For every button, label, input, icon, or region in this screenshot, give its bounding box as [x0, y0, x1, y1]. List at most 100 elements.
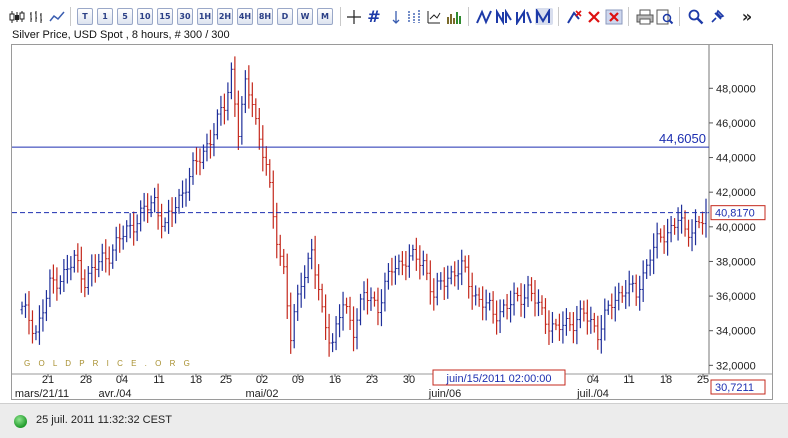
- fan-icon[interactable]: [495, 8, 513, 25]
- price-bar: [449, 265, 453, 285]
- crosshair-date-label: juin/15/2011 02:00:00: [446, 373, 552, 385]
- chart-toolbar: T 1 5 10 15 30 1H 2H 4H 8H D W M #: [0, 0, 788, 30]
- price-bar: [666, 218, 670, 256]
- price-bar: [121, 225, 125, 250]
- zoom-icon[interactable]: [687, 8, 705, 25]
- delete-all-icon[interactable]: [605, 8, 623, 25]
- price-bar: [177, 188, 181, 214]
- timeframe-button-4h[interactable]: 4H: [237, 8, 253, 25]
- time-tick-label: 25: [220, 374, 232, 386]
- price-bar: [526, 275, 530, 308]
- price-bar: [519, 283, 523, 317]
- price-bar: [400, 251, 404, 276]
- price-bar: [219, 95, 223, 126]
- bar-chart-icon[interactable]: [28, 8, 46, 25]
- price-bar: [411, 244, 415, 261]
- volume-bars-icon[interactable]: [445, 8, 463, 25]
- timeframe-button-1h[interactable]: 1H: [197, 8, 213, 25]
- price-bar: [27, 291, 31, 335]
- delete-icon[interactable]: [585, 8, 603, 25]
- price-bar: [268, 159, 272, 188]
- fibonacci-icon[interactable]: [515, 8, 533, 25]
- price-bar: [142, 192, 146, 222]
- price-bar: [687, 219, 691, 247]
- price-bars: [20, 56, 708, 357]
- chart-panel[interactable]: 48,0000 46,0000 44,0000 42,0000 40,0000 38,00…: [11, 44, 773, 400]
- price-bar: [355, 308, 359, 350]
- price-bar: [359, 293, 363, 326]
- price-bar: [114, 226, 118, 261]
- print-preview-icon[interactable]: [656, 8, 674, 25]
- price-bar: [414, 237, 418, 271]
- price-bar: [362, 281, 366, 311]
- timeframe-button-5[interactable]: 5: [117, 8, 133, 25]
- price-bar: [582, 300, 586, 322]
- price-bar: [170, 197, 174, 227]
- indicator-icon[interactable]: [387, 8, 405, 25]
- price-chart[interactable]: 48,0000 46,0000 44,0000 42,0000 40,0000 38,00…: [12, 45, 772, 400]
- price-bar: [575, 305, 579, 345]
- price-bar: [655, 222, 659, 259]
- horizontal-level-label: 44,6050: [659, 131, 706, 146]
- price-bar: [523, 284, 527, 319]
- price-bar: [62, 259, 66, 293]
- price-bar: [188, 167, 192, 201]
- line-chart-icon[interactable]: [48, 8, 66, 25]
- pattern-icon[interactable]: [535, 8, 553, 25]
- price-bar: [271, 170, 275, 229]
- draw-line-icon[interactable]: [565, 8, 583, 25]
- price-bar: [460, 249, 464, 286]
- time-month-label: mai/02: [245, 388, 278, 399]
- price-bar: [390, 257, 394, 286]
- price-bar: [306, 252, 310, 284]
- grid-icon[interactable]: #: [367, 7, 381, 26]
- timeframe-button-d[interactable]: D: [277, 8, 293, 25]
- crosshair-icon[interactable]: [345, 8, 363, 25]
- chart-grid: 48,0000 46,0000 44,0000 42,0000 40,0000 38,00…: [12, 45, 772, 400]
- pin-icon[interactable]: [708, 8, 726, 25]
- timeframe-button-1[interactable]: 1: [97, 8, 113, 25]
- timeframe-button-30[interactable]: 30: [177, 8, 193, 25]
- price-bar: [498, 299, 502, 334]
- price-bar: [233, 56, 237, 117]
- status-timestamp: 25 juil. 2011 11:32:32 CEST: [36, 414, 172, 426]
- time-tick-label: 25: [697, 374, 709, 386]
- price-bar: [226, 82, 230, 121]
- volume-icon[interactable]: [405, 8, 423, 25]
- timeframe-button-w[interactable]: W: [297, 8, 313, 25]
- timeframe-button-10[interactable]: 10: [137, 8, 153, 25]
- price-bar: [540, 295, 544, 316]
- price-bar: [299, 272, 303, 308]
- price-bar: [564, 308, 568, 336]
- time-tick-label: 04: [587, 374, 599, 386]
- print-icon[interactable]: [636, 8, 654, 25]
- price-bar: [250, 82, 254, 118]
- price-bar: [634, 274, 638, 306]
- price-bar: [453, 261, 457, 287]
- price-bar: [379, 289, 383, 327]
- time-month-label: juin/06: [428, 388, 461, 399]
- price-bar: [201, 144, 205, 170]
- price-bar: [617, 282, 621, 311]
- price-bar: [599, 315, 603, 354]
- timeframe-button-8h[interactable]: 8H: [257, 8, 273, 25]
- price-bar: [536, 289, 540, 317]
- timeframe-button-2h[interactable]: 2H: [217, 8, 233, 25]
- price-bar: [690, 219, 694, 252]
- chart-title: Silver Price, USD Spot , 8 hours, # 300 …: [12, 29, 230, 41]
- timeframe-button-15[interactable]: 15: [157, 8, 173, 25]
- price-bar: [673, 218, 677, 235]
- timeframe-button-t[interactable]: T: [77, 8, 93, 25]
- cursor-price-box: [710, 379, 766, 395]
- more-icon[interactable]: »: [741, 7, 753, 26]
- price-bar: [697, 215, 701, 229]
- trendline-icon[interactable]: [425, 8, 443, 25]
- price-bar: [79, 246, 83, 293]
- price-bar: [128, 213, 132, 239]
- toolbar-separator: [340, 7, 341, 26]
- timeframe-button-m[interactable]: M: [317, 8, 333, 25]
- candlestick-chart-icon[interactable]: [8, 8, 26, 25]
- price-bar: [111, 244, 115, 269]
- price-bar: [502, 299, 506, 318]
- channel-icon[interactable]: [475, 8, 493, 25]
